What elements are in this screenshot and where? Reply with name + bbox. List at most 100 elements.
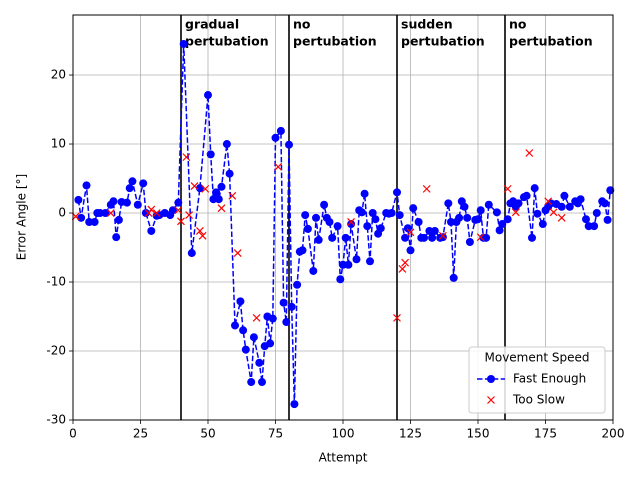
- data-point: [420, 233, 428, 242]
- data-point: [582, 215, 590, 224]
- data-point: [320, 200, 329, 209]
- data-point: [282, 318, 291, 327]
- data-point: [168, 206, 177, 215]
- data-point: [560, 191, 569, 200]
- data-point: [333, 222, 342, 231]
- plot-frame: [72, 14, 614, 421]
- x-tick-label: 25: [133, 427, 148, 441]
- y-tick-label: -30: [46, 413, 66, 427]
- data-point: [363, 222, 372, 231]
- data-point: [239, 326, 248, 335]
- phase-label: pertubation: [401, 34, 485, 49]
- x-tick-label: 200: [602, 427, 625, 441]
- data-point: [125, 184, 134, 193]
- data-point: [301, 211, 310, 220]
- data-point: [460, 202, 469, 211]
- data-point: [182, 153, 191, 162]
- data-point: [114, 215, 123, 224]
- data-point: [406, 246, 415, 255]
- y-tick-label: 20: [51, 68, 66, 82]
- data-point: [371, 215, 380, 224]
- y-tick-label: 10: [51, 137, 66, 151]
- data-point: [241, 345, 250, 354]
- data-point: [147, 226, 156, 235]
- data-point: [198, 231, 207, 240]
- y-tick-label: -20: [46, 344, 66, 358]
- data-point: [406, 228, 415, 237]
- data-point: [190, 182, 199, 191]
- data-point: [465, 237, 474, 246]
- phase-label: gradual: [185, 17, 239, 32]
- data-point: [195, 227, 204, 235]
- data-point: [174, 206, 183, 215]
- data-point: [236, 297, 245, 306]
- data-point: [247, 378, 256, 387]
- data-point: [285, 140, 293, 149]
- data-point: [177, 217, 185, 226]
- data-point: [360, 189, 369, 198]
- data-point: [312, 213, 320, 222]
- data-point: [463, 213, 472, 222]
- data-point: [112, 233, 121, 242]
- data-point: [449, 273, 458, 282]
- data-point: [268, 314, 277, 323]
- data-point: [422, 184, 431, 193]
- data-point: [214, 195, 223, 204]
- legend-box: [468, 346, 606, 414]
- data-point: [101, 209, 110, 218]
- x-tick-label: 0: [69, 427, 77, 441]
- data-point: [347, 220, 356, 229]
- data-point: [484, 200, 493, 209]
- data-point: [217, 204, 226, 213]
- data-point: [271, 133, 280, 142]
- data-point: [222, 140, 231, 149]
- data-point: [511, 208, 520, 217]
- legend-marker: [487, 396, 495, 404]
- data-point: [503, 184, 512, 193]
- data-point: [495, 226, 504, 235]
- data-point: [398, 264, 407, 273]
- data-point: [109, 197, 118, 206]
- data-point: [376, 224, 385, 233]
- x-tick-label: 50: [200, 427, 215, 441]
- data-point: [603, 215, 612, 224]
- x-tick-label: 150: [467, 427, 490, 441]
- y-axis-label: Error Angle [°]: [15, 174, 29, 260]
- data-point: [258, 378, 266, 387]
- data-point: [533, 209, 542, 218]
- data-point: [476, 233, 485, 242]
- data-point: [228, 191, 237, 200]
- data-point: [557, 202, 566, 211]
- data-point: [204, 91, 212, 100]
- legend-label: Fast Enough: [513, 372, 586, 386]
- data-point: [525, 149, 534, 157]
- legend-marker: [487, 375, 495, 383]
- data-point: [106, 209, 115, 217]
- data-point: [133, 200, 142, 209]
- data-point: [141, 209, 150, 218]
- data-point: [393, 188, 401, 197]
- data-point: [293, 280, 302, 289]
- data-point: [309, 266, 318, 275]
- data-point: [428, 233, 437, 242]
- data-point: [303, 224, 312, 233]
- data-point: [139, 179, 148, 188]
- x-tick-label: 100: [332, 427, 355, 441]
- data-point: [328, 233, 337, 242]
- data-point: [123, 198, 131, 207]
- data-point: [217, 182, 226, 191]
- x-tick-label: 125: [399, 427, 422, 441]
- phase-label: no: [509, 17, 527, 32]
- data-point: [409, 204, 418, 213]
- data-point: [444, 199, 453, 208]
- data-point: [503, 215, 512, 224]
- data-point: [514, 199, 523, 208]
- data-point: [174, 198, 183, 207]
- data-point: [438, 233, 447, 242]
- data-point: [557, 213, 566, 222]
- data-point: [393, 313, 401, 322]
- data-point: [565, 202, 574, 211]
- data-point: [366, 257, 374, 266]
- x-axis-label: Attempt: [319, 451, 368, 465]
- data-point: [82, 181, 91, 190]
